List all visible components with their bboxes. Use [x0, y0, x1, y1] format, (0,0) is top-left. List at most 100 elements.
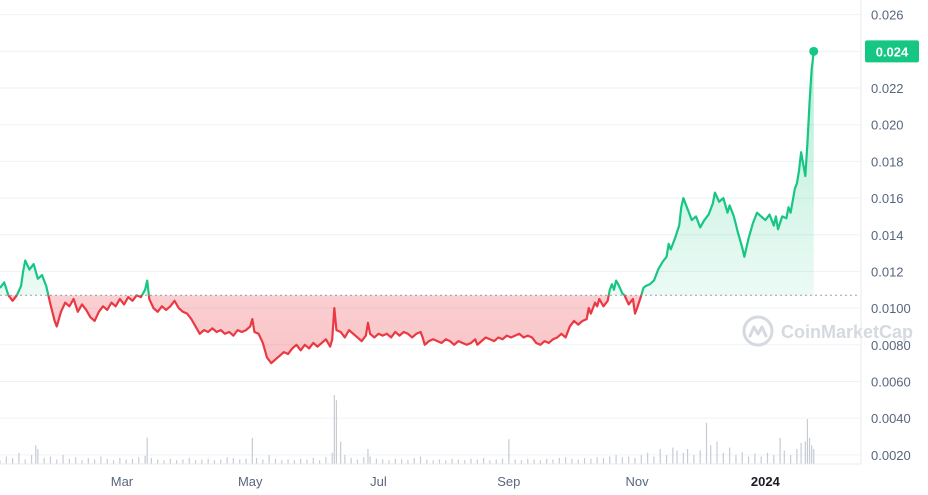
volume-bar: [56, 459, 58, 464]
volume-bar: [268, 455, 270, 464]
volume-bar: [476, 459, 478, 464]
volume-bar: [49, 456, 52, 464]
volume-bar: [194, 460, 197, 464]
y-axis-ticks: 0.026 0.024 0.022 0.020 0.018 0.016 0.014 0.012…: [871, 8, 911, 463]
y-tick-label: 0.0060: [871, 374, 911, 389]
volume-bar: [319, 460, 321, 464]
volume-bar: [634, 458, 636, 464]
price-line: [0, 51, 815, 365]
current-price-tag: 0.024: [865, 40, 919, 63]
volume-bar: [628, 456, 630, 464]
volume-bar: [413, 458, 415, 464]
volume-bar: [693, 455, 695, 464]
volume-bar: [333, 395, 335, 464]
volume-bar: [255, 458, 258, 464]
volume-bar: [131, 458, 134, 464]
volume-bar: [609, 456, 611, 464]
volume-bar: [251, 437, 253, 464]
volume-bar: [426, 459, 428, 464]
volume-bar: [125, 459, 127, 464]
volume-bar: [94, 459, 96, 464]
y-tick-label: 0.0080: [871, 338, 911, 353]
volume-bar: [62, 455, 64, 464]
volume-bar: [287, 459, 289, 464]
volume-bar: [344, 455, 346, 464]
current-price-label: 0.024: [876, 44, 909, 59]
volume-bar: [800, 443, 802, 464]
volume-bar: [68, 458, 70, 464]
volume-bar: [369, 456, 371, 464]
y-tick-label: 0.016: [871, 191, 904, 206]
volume-bar: [808, 437, 811, 464]
y-tick-label: 0.014: [871, 228, 904, 243]
volume-bar: [520, 460, 523, 464]
y-tick-label: 0.0040: [871, 411, 911, 426]
volume-bar: [100, 456, 102, 464]
watermark-text: CoinMarketCap: [781, 322, 913, 342]
volume-bar: [766, 452, 769, 464]
volume-bar: [558, 458, 560, 464]
volume-bar: [169, 458, 171, 464]
volume-bar: [119, 458, 121, 464]
volume-bar: [262, 459, 264, 464]
volume-bar: [232, 458, 234, 464]
volume-bar: [665, 455, 668, 464]
volume-bar: [75, 457, 77, 464]
volume-bar: [552, 459, 554, 464]
volume-bar: [495, 459, 497, 464]
volume-bar: [220, 459, 222, 464]
volume-bar: [779, 437, 781, 464]
volume-bar: [226, 457, 228, 464]
volume-bar: [375, 458, 377, 464]
x-tick-label: May: [238, 474, 263, 489]
volume-bar: [676, 450, 678, 464]
volume-bar: [37, 449, 39, 464]
volume-bar: [407, 460, 409, 464]
volume-bar: [24, 459, 26, 464]
volume-bar: [0, 460, 1, 464]
volume-bar: [710, 445, 712, 464]
volume-bar: [43, 458, 45, 464]
y-tick-label: 0.022: [871, 81, 904, 96]
volume-bars: [0, 395, 815, 464]
volume-bar: [281, 460, 283, 464]
volume-bar: [350, 458, 352, 464]
volume-bar: [741, 452, 743, 464]
volume-bar: [508, 439, 510, 464]
volume-bar: [340, 441, 342, 464]
volume-bar: [12, 458, 14, 464]
volume-bar: [363, 457, 365, 464]
volume-bar: [306, 459, 308, 464]
volume-bar: [293, 460, 295, 464]
volume-bar: [640, 455, 642, 464]
volume-bar: [382, 459, 384, 464]
volume-bar: [457, 459, 459, 464]
volume-bar: [239, 459, 241, 464]
current-price-point[interactable]: [809, 46, 819, 56]
volume-bar: [245, 458, 247, 464]
volume-bar: [331, 452, 333, 464]
coinmarketcap-watermark: CoinMarketCap: [742, 315, 913, 347]
volume-bar: [18, 452, 20, 464]
volume-bar: [653, 456, 655, 464]
volume-bar: [213, 460, 216, 464]
volume-bar: [539, 460, 541, 464]
volume-bar: [388, 460, 390, 464]
volume-bar: [546, 458, 548, 464]
volume-bar: [5, 456, 7, 464]
volume-bar: [157, 459, 159, 464]
volume-bar: [615, 455, 617, 464]
volume-bar: [577, 459, 579, 464]
volume-bar: [419, 456, 422, 464]
volume-bar: [300, 458, 302, 464]
volume-bar: [621, 457, 623, 464]
volume-bar: [760, 456, 762, 464]
volume-bar: [335, 400, 338, 464]
volume-bar: [81, 460, 83, 464]
volume-bar: [796, 449, 798, 464]
y-tick-label: 0.0100: [871, 301, 911, 316]
volume-bar: [514, 459, 516, 464]
volume-bar: [754, 453, 756, 464]
volume-bar: [207, 458, 209, 464]
